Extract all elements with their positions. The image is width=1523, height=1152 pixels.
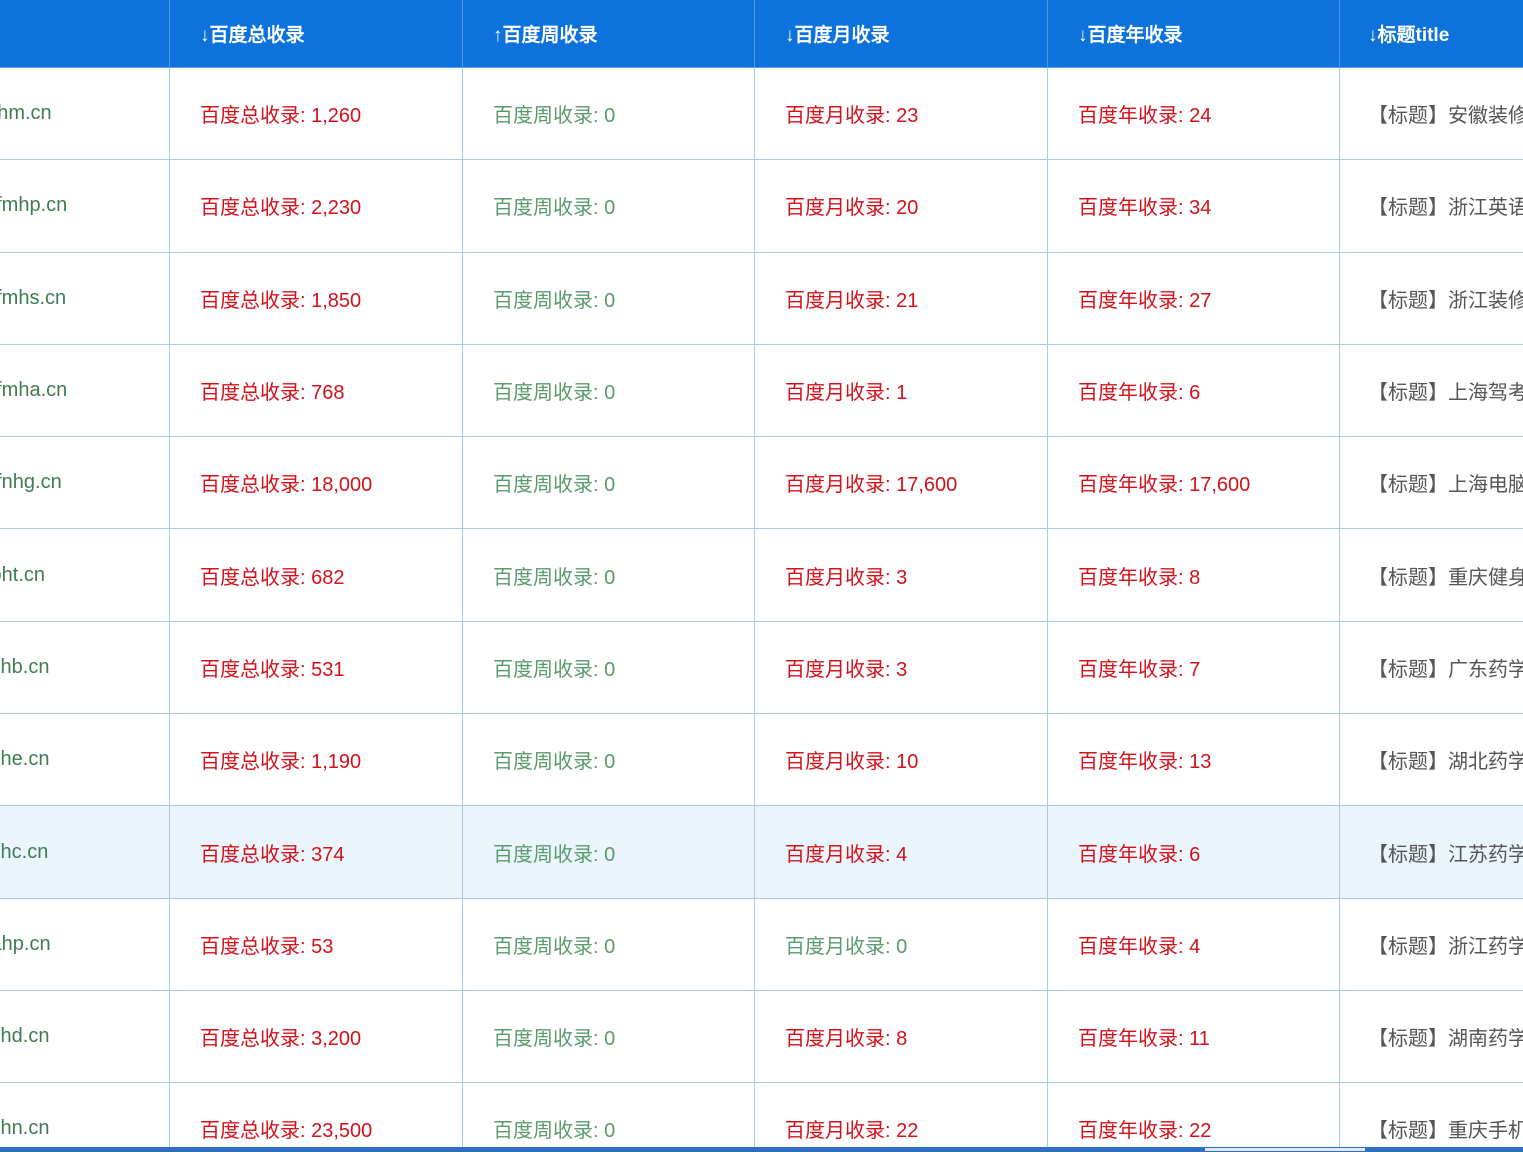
title-cell: 【标题】湖南药学 (1340, 991, 1523, 1082)
table-header-row: ↓ ↓百度总收录 ↑百度周收录 ↓百度月收录 ↓百度年收录 ↓标题title (0, 0, 1523, 68)
week-index-cell: 百度周收录: 0 (463, 529, 755, 621)
year-index-cell: 百度年收录: 34 (1048, 160, 1340, 252)
domain-cell[interactable]: gfmhs.cn (0, 252, 170, 344)
domain-cell[interactable]: fshc.cn (0, 806, 170, 898)
domain-cell[interactable]: frhm.cn (0, 68, 170, 160)
week-index-cell: 百度周收录: 0 (463, 160, 755, 252)
month-index-cell: 百度月收录: 10 (755, 714, 1048, 806)
column-header-week[interactable]: ↑百度周收录 (463, 0, 755, 67)
month-index-cell: 百度月收录: 1 (755, 344, 1048, 437)
total-index-cell: 百度总收录: 1,190 (170, 714, 463, 806)
month-index-cell: 百度月收录: 21 (755, 252, 1048, 344)
month-index-cell: 百度月收录: 4 (755, 806, 1048, 898)
title-cell: 【标题】重庆手机 (1340, 1083, 1523, 1152)
month-index-cell: 百度月收录: 17,600 (755, 437, 1048, 529)
week-index-cell: 百度周收录: 0 (463, 1083, 755, 1152)
title-cell: 【标题】广东药学 (1340, 622, 1523, 713)
total-index-cell: 百度总收录: 3,200 (170, 990, 463, 1083)
year-index-cell: 百度年收录: 24 (1048, 68, 1340, 160)
column-header-year[interactable]: ↓百度年收录 (1048, 0, 1340, 67)
week-index-cell: 百度周收录: 0 (463, 344, 755, 437)
title-cell: 【标题】湖北药学 (1340, 714, 1523, 805)
week-index-cell: 百度周收录: 0 (463, 714, 755, 806)
total-index-cell: 百度总收录: 682 (170, 529, 463, 621)
domain-cell[interactable]: fshe.cn (0, 714, 170, 806)
total-index-cell: 百度总收录: 374 (170, 806, 463, 898)
horizontal-scrollbar[interactable] (0, 1147, 1523, 1152)
week-index-cell: 百度周收录: 0 (463, 437, 755, 529)
week-index-cell: 百度周收录: 0 (463, 68, 755, 160)
year-index-cell: 百度年收录: 27 (1048, 252, 1340, 344)
column-header-total[interactable]: ↓百度总收录 (170, 0, 463, 67)
year-index-cell: 百度年收录: 7 (1048, 621, 1340, 714)
year-index-cell: 百度年收录: 6 (1048, 344, 1340, 437)
total-index-cell: 百度总收录: 23,500 (170, 1083, 463, 1152)
year-index-cell: 百度年收录: 6 (1048, 806, 1340, 898)
week-index-cell: 百度周收录: 0 (463, 806, 755, 898)
month-index-cell: 百度月收录: 22 (755, 1083, 1048, 1152)
week-index-cell: 百度周收录: 0 (463, 898, 755, 990)
month-index-cell: 百度月收录: 3 (755, 621, 1048, 714)
year-index-cell: 百度年收录: 22 (1048, 1083, 1340, 1152)
month-index-cell: 百度月收录: 0 (755, 898, 1048, 990)
total-index-cell: 百度总收录: 531 (170, 621, 463, 714)
month-index-cell: 百度月收录: 23 (755, 68, 1048, 160)
domain-cell[interactable]: fshb.cn (0, 621, 170, 714)
column-header-title[interactable]: ↓标题title (1340, 0, 1523, 67)
title-cell: 【标题】浙江英语 (1340, 160, 1523, 251)
domain-cell[interactable]: fshd.cn (0, 990, 170, 1083)
title-cell: 【标题】浙江装修 (1340, 253, 1523, 344)
title-cell: 【标题】安徽装修 (1340, 68, 1523, 159)
title-cell: 【标题】重庆健身 (1340, 529, 1523, 620)
domain-cell[interactable]: fpht.cn (0, 529, 170, 621)
year-index-cell: 百度年收录: 13 (1048, 714, 1340, 806)
month-index-cell: 百度月收录: 3 (755, 529, 1048, 621)
total-index-cell: 百度总收录: 1,850 (170, 252, 463, 344)
total-index-cell: 百度总收录: 53 (170, 898, 463, 990)
total-index-cell: 百度总收录: 1,260 (170, 68, 463, 160)
title-cell: 【标题】上海电脑 (1340, 437, 1523, 528)
year-index-cell: 百度年收录: 11 (1048, 990, 1340, 1083)
year-index-cell: 百度年收录: 17,600 (1048, 437, 1340, 529)
year-index-cell: 百度年收录: 8 (1048, 529, 1340, 621)
total-index-cell: 百度总收录: 2,230 (170, 160, 463, 252)
week-index-cell: 百度周收录: 0 (463, 252, 755, 344)
month-index-cell: 百度月收录: 20 (755, 160, 1048, 252)
title-cell: 【标题】浙江药学 (1340, 899, 1523, 990)
domain-cell[interactable]: gfmha.cn (0, 344, 170, 437)
column-header-domain[interactable]: ↓ (0, 0, 170, 67)
total-index-cell: 百度总收录: 18,000 (170, 437, 463, 529)
total-index-cell: 百度总收录: 768 (170, 344, 463, 437)
title-cell: 【标题】上海驾考 (1340, 345, 1523, 436)
week-index-cell: 百度周收录: 0 (463, 990, 755, 1083)
year-index-cell: 百度年收录: 4 (1048, 898, 1340, 990)
month-index-cell: 百度月收录: 8 (755, 990, 1048, 1083)
domain-cell[interactable]: fahp.cn (0, 898, 170, 990)
title-cell: 【标题】江苏药学 (1340, 806, 1523, 897)
scrollbar-thumb[interactable] (1205, 1148, 1365, 1151)
domain-cell[interactable]: fzhn.cn (0, 1083, 170, 1152)
week-index-cell: 百度周收录: 0 (463, 621, 755, 714)
domain-cell[interactable]: gfnhg.cn (0, 437, 170, 529)
domain-cell[interactable]: gfmhp.cn (0, 160, 170, 252)
column-header-month[interactable]: ↓百度月收录 (755, 0, 1048, 67)
